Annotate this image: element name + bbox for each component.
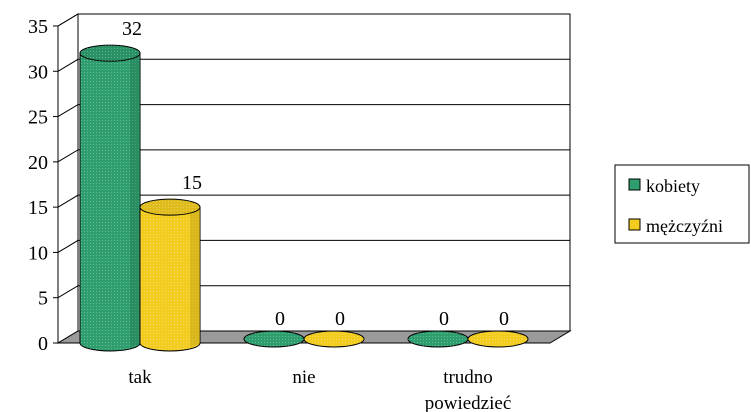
bar-disc-texture xyxy=(304,331,364,347)
y-tick-label: 15 xyxy=(28,197,48,219)
bar-mężczyźni-trudno-powiedzieć xyxy=(467,330,529,348)
bars xyxy=(79,44,529,352)
data-labels: 32 15 0 0 0 0 xyxy=(122,18,509,330)
gridline xyxy=(57,104,570,118)
legend-swatch xyxy=(628,178,641,191)
bar-texture xyxy=(140,207,200,351)
bar-shade xyxy=(130,53,140,348)
data-label: 0 xyxy=(499,308,509,330)
y-tick-label: 10 xyxy=(28,242,48,264)
legend: kobiety mężczyźni xyxy=(614,164,750,244)
data-label: 0 xyxy=(275,308,285,330)
gridline xyxy=(57,194,570,208)
data-label: 0 xyxy=(335,308,345,330)
data-label: 0 xyxy=(439,308,449,330)
x-tick-label: nie xyxy=(292,367,315,388)
x-tick-label: tak xyxy=(128,367,152,388)
bar-kobiety-nie xyxy=(243,330,305,348)
gridline xyxy=(57,58,570,72)
y-tick-label: 30 xyxy=(28,61,48,83)
gridline xyxy=(57,239,570,253)
bar-disc-texture xyxy=(408,331,468,347)
legend-label: kobiety xyxy=(646,176,700,196)
x-tick-label: trudno powiedzieć xyxy=(425,367,512,412)
bar-disc-texture xyxy=(244,331,304,347)
gridline xyxy=(57,13,570,27)
gridline xyxy=(57,285,570,299)
data-label: 15 xyxy=(182,172,202,194)
y-tick-label: 25 xyxy=(28,107,48,129)
legend-swatch xyxy=(628,218,641,231)
y-tick-label: 20 xyxy=(28,152,48,174)
bar-mężczyźni-tak xyxy=(139,198,201,352)
bar-texture xyxy=(80,53,140,352)
y-tick-label: 5 xyxy=(38,288,48,310)
legend-label: mężczyźni xyxy=(646,216,723,236)
bar-kobiety-trudno-powiedzieć xyxy=(407,330,469,348)
data-label: 32 xyxy=(122,18,142,40)
gridline xyxy=(57,149,570,163)
bar-top-texture xyxy=(140,199,200,216)
bar-mężczyźni-nie xyxy=(303,330,365,348)
y-tick-label: 0 xyxy=(38,333,48,355)
bar-kobiety-tak xyxy=(79,44,141,352)
plot-side-wall xyxy=(57,13,79,344)
axes: 0 5 10 15 20 25 30 35 tak nie trudno powiedzieć xyxy=(28,16,550,412)
bar-disc-texture xyxy=(468,331,528,347)
y-tick-label: 35 xyxy=(28,16,48,38)
bar-top-texture xyxy=(80,45,140,62)
bar-shade xyxy=(190,207,200,347)
